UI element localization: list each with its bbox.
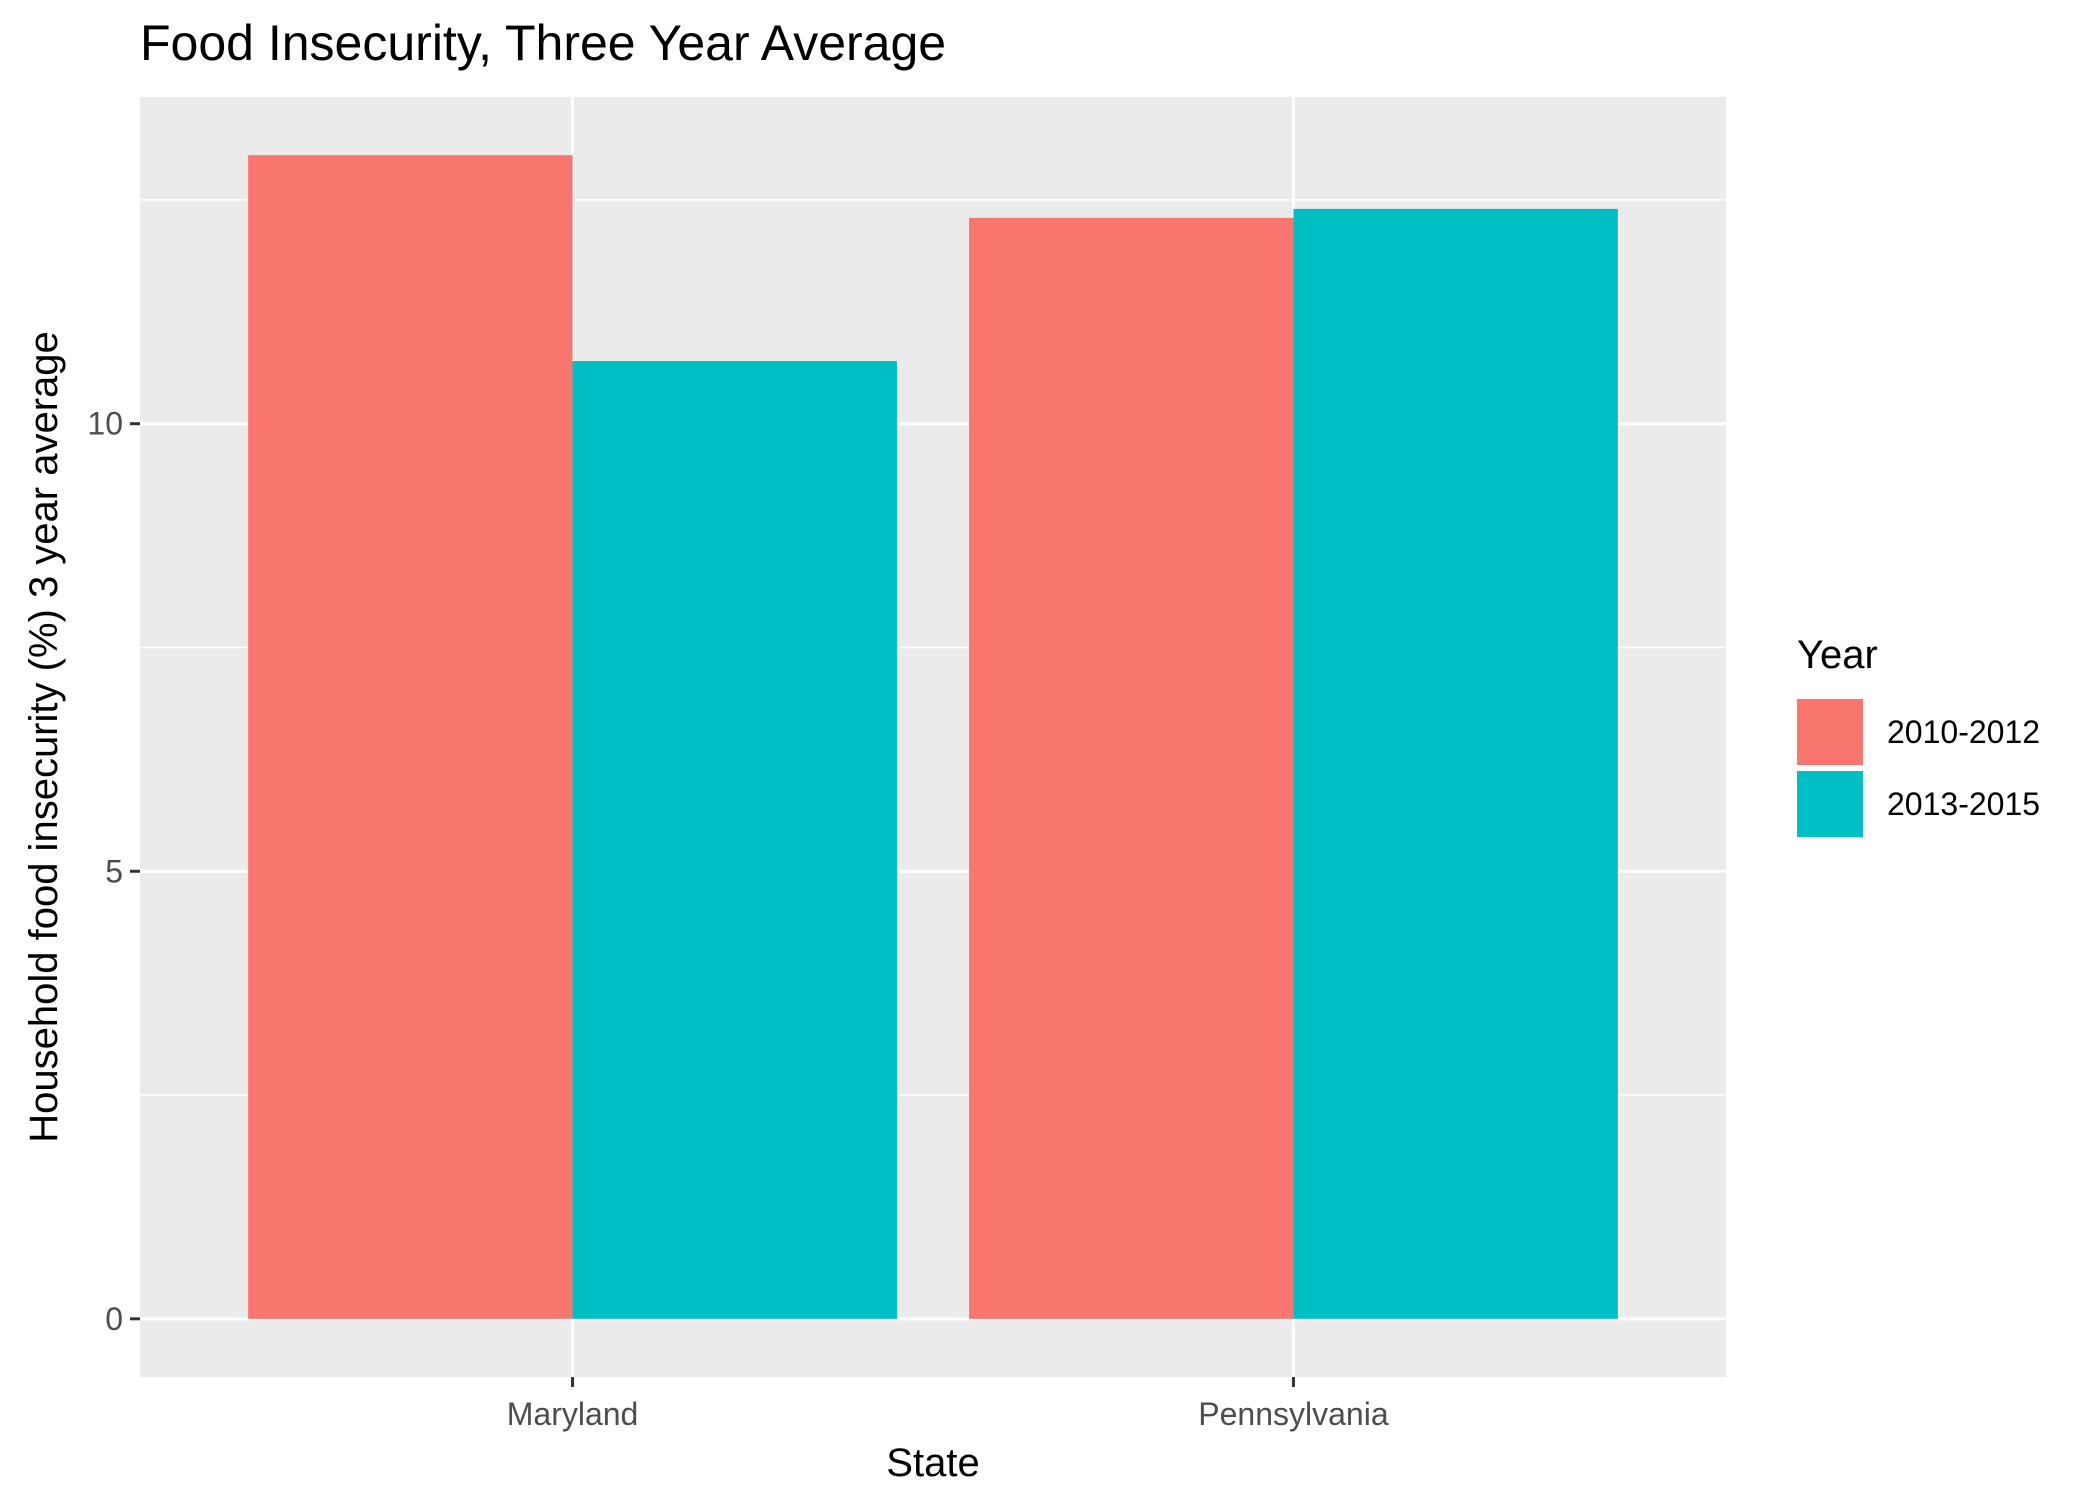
y-axis: 0 5 10 bbox=[87, 406, 140, 1337]
bar-maryland-2010-2012 bbox=[248, 155, 573, 1319]
bar-pennsylvania-2010-2012 bbox=[969, 217, 1294, 1319]
y-axis-title: Household food insecurity (%) 3 year ave… bbox=[22, 331, 66, 1143]
bars bbox=[248, 155, 1618, 1319]
x-axis-title: State bbox=[886, 1441, 979, 1485]
bar-pennsylvania-2013-2015 bbox=[1293, 208, 1618, 1319]
y-tick-label: 10 bbox=[87, 406, 123, 442]
chart-title: Food Insecurity, Three Year Average bbox=[140, 15, 946, 71]
legend-key bbox=[1797, 771, 1863, 837]
y-tick-label: 5 bbox=[105, 853, 123, 889]
legend-label: 2013-2015 bbox=[1887, 786, 2040, 822]
bar-maryland-2013-2015 bbox=[572, 361, 897, 1319]
x-tick-label: Maryland bbox=[507, 1396, 639, 1432]
x-tick-label: Pennsylvania bbox=[1198, 1396, 1389, 1432]
y-tick-label: 0 bbox=[105, 1301, 123, 1337]
legend-key bbox=[1797, 699, 1863, 765]
legend-label: 2010-2012 bbox=[1887, 714, 2040, 750]
legend: Year 2010-2012 2013-2015 bbox=[1797, 633, 2040, 837]
x-axis: Maryland Pennsylvania bbox=[507, 1377, 1389, 1432]
legend-title: Year bbox=[1797, 633, 1878, 677]
